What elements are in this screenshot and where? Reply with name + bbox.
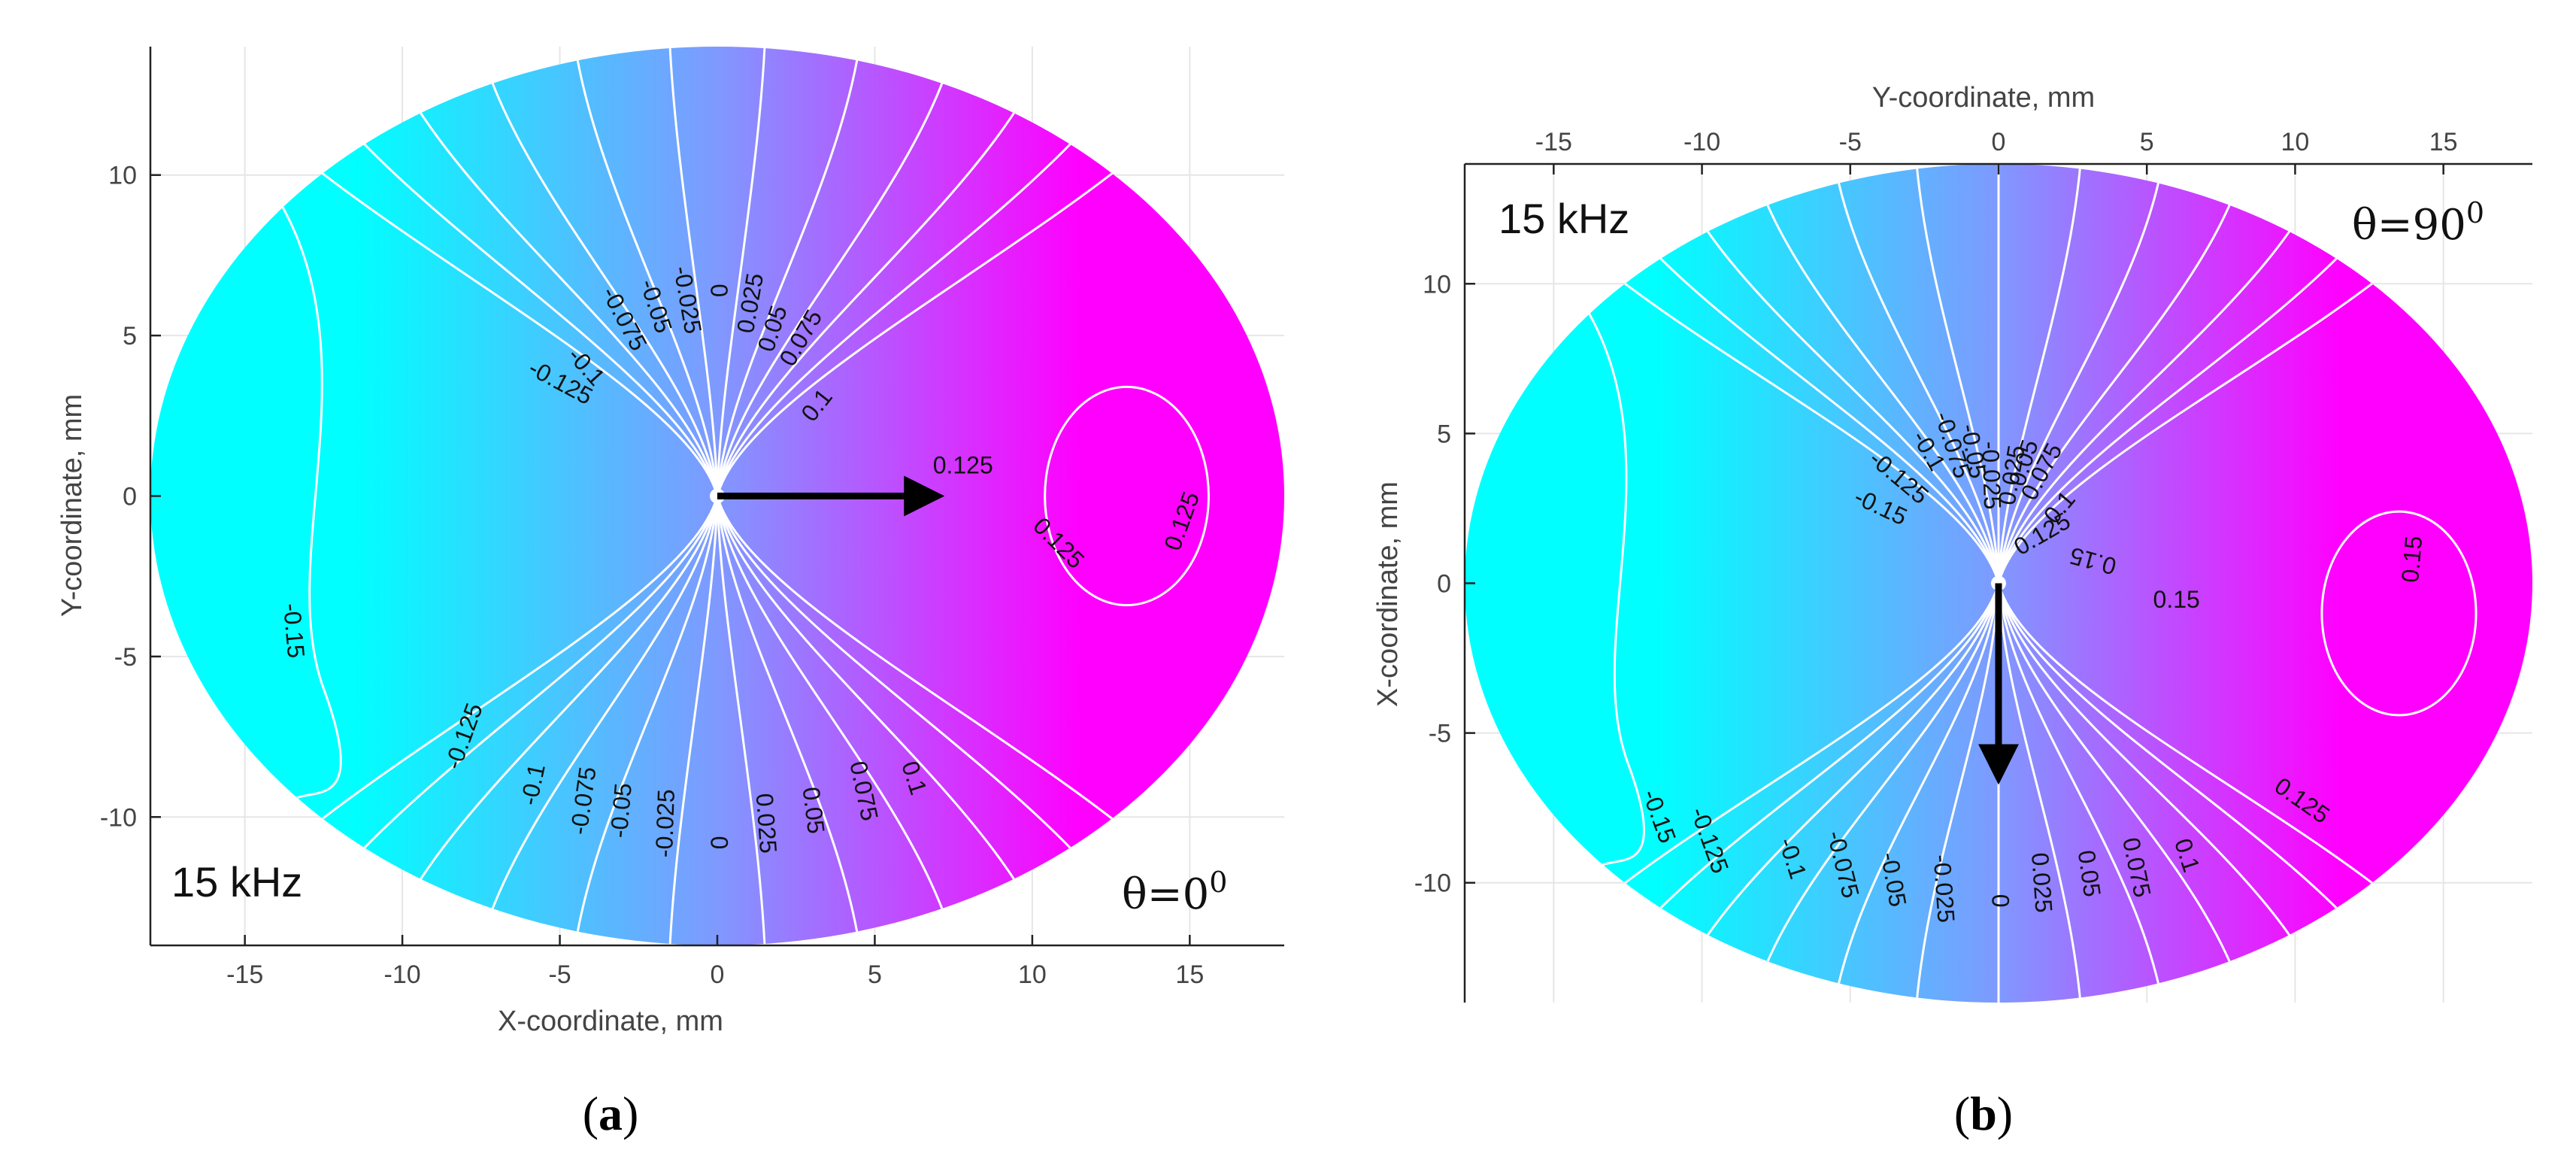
contour-line (569, 47, 719, 496)
contour-line (1913, 164, 2000, 584)
x-tick-label: -10 (384, 960, 421, 989)
contour-line (1828, 164, 2000, 584)
contour-line (716, 47, 768, 496)
contour-label: -0.025 (1977, 441, 2006, 510)
contour-label: 0.025 (751, 792, 782, 854)
x-tick-label: 15 (1175, 960, 1204, 989)
y-tick-label: 5 (1437, 420, 1451, 448)
contour-line (716, 496, 865, 945)
y-tick-label: 0 (123, 483, 137, 511)
contour-label: -0.025 (1928, 854, 1959, 924)
contour-label: 0.05 (798, 785, 830, 835)
y-tick-label: 10 (1423, 270, 1451, 299)
y-tick-label: -5 (1429, 720, 1451, 748)
contour-label: 0.15 (2153, 586, 2200, 613)
x-tick-label: 10 (1018, 960, 1047, 989)
contour-line-closed (2320, 510, 2478, 717)
x-tick-label: 0 (1992, 128, 2006, 156)
x-tick-label: -10 (1683, 128, 1720, 156)
contour-label: -0.15 (278, 602, 310, 660)
panel-a: -0.15-0.125-0.125-0.1-0.075-0.05-0.02500… (56, 47, 1284, 1140)
panel-b-axes: -15 -10 -5 0 5 10 15 -10 -5 0 5 10 (1414, 128, 2532, 1003)
panel-a-arrow (710, 475, 945, 517)
y-tick-label: 5 (123, 322, 137, 350)
contour-line-low (281, 206, 342, 803)
x-tick-label: 15 (2429, 128, 2458, 156)
panel-a-axes: -15 -10 -5 0 5 10 15 -10 -5 0 5 10 (100, 47, 1284, 989)
y-tick-label: 10 (108, 162, 137, 190)
contour-line (1828, 583, 2000, 1003)
contour-label: 0 (1987, 894, 2014, 908)
x-tick-label: 10 (2281, 128, 2310, 156)
panel-b-caption: (b) (1954, 1087, 2013, 1140)
contour-line (1997, 583, 2169, 1003)
contour-label: -0.05 (605, 782, 637, 839)
contour-label: 0.125 (933, 452, 993, 479)
x-tick-label: 0 (711, 960, 725, 989)
contour-line (1913, 583, 2000, 1003)
panel-b-arrow (1978, 575, 2019, 785)
panel-b: -0.15-0.125-0.1-0.075-0.05-0.0250.0250.0… (1372, 82, 2532, 1140)
contour-line (1997, 164, 2169, 584)
y-tick-label: -5 (114, 643, 137, 672)
contour-line (667, 496, 719, 945)
x-tick-label: 5 (2140, 128, 2154, 156)
contour-label: 0 (706, 836, 733, 850)
panel-b-y-axis-label: X-coordinate, mm (1372, 481, 1404, 707)
contour-line-closed (1044, 385, 1210, 607)
contour-line (1997, 583, 2084, 1003)
contour-label: 0.15 (2396, 535, 2427, 584)
panel-b-frequency-label: 15 kHz (1499, 195, 1629, 242)
contour-line-low (1588, 313, 1645, 869)
contour-label: 0 (705, 284, 733, 298)
contour-label: 0.025 (2026, 851, 2057, 913)
contour-line (569, 496, 719, 945)
x-tick-label: -5 (548, 960, 571, 989)
y-tick-label: -10 (1414, 869, 1451, 898)
contour-label: 0.05 (2073, 848, 2106, 899)
panel-a-theta-label: θ=00 (1122, 866, 1227, 919)
panel-a-x-axis-label: X-coordinate, mm (498, 1006, 723, 1037)
y-tick-label: 0 (1437, 570, 1451, 599)
x-tick-label: -15 (226, 960, 263, 989)
panel-b-x-axis-label: Y-coordinate, mm (1872, 82, 2095, 114)
x-tick-label: -15 (1535, 128, 1572, 156)
contour-line (716, 47, 865, 496)
contour-line (716, 496, 768, 945)
panel-a-frequency-label: 15 kHz (171, 858, 302, 906)
contour-line (1997, 164, 2084, 584)
panel-a-y-axis-label: Y-coordinate, mm (56, 394, 88, 617)
contour-label: -0.025 (650, 789, 680, 858)
contour-line (667, 47, 719, 496)
y-tick-label: -10 (100, 803, 137, 832)
panel-b-theta-label: θ=900 (2352, 196, 2484, 250)
x-tick-label: 5 (868, 960, 882, 989)
x-tick-label: -5 (1839, 128, 1862, 156)
panel-a-caption: (a) (583, 1087, 639, 1140)
